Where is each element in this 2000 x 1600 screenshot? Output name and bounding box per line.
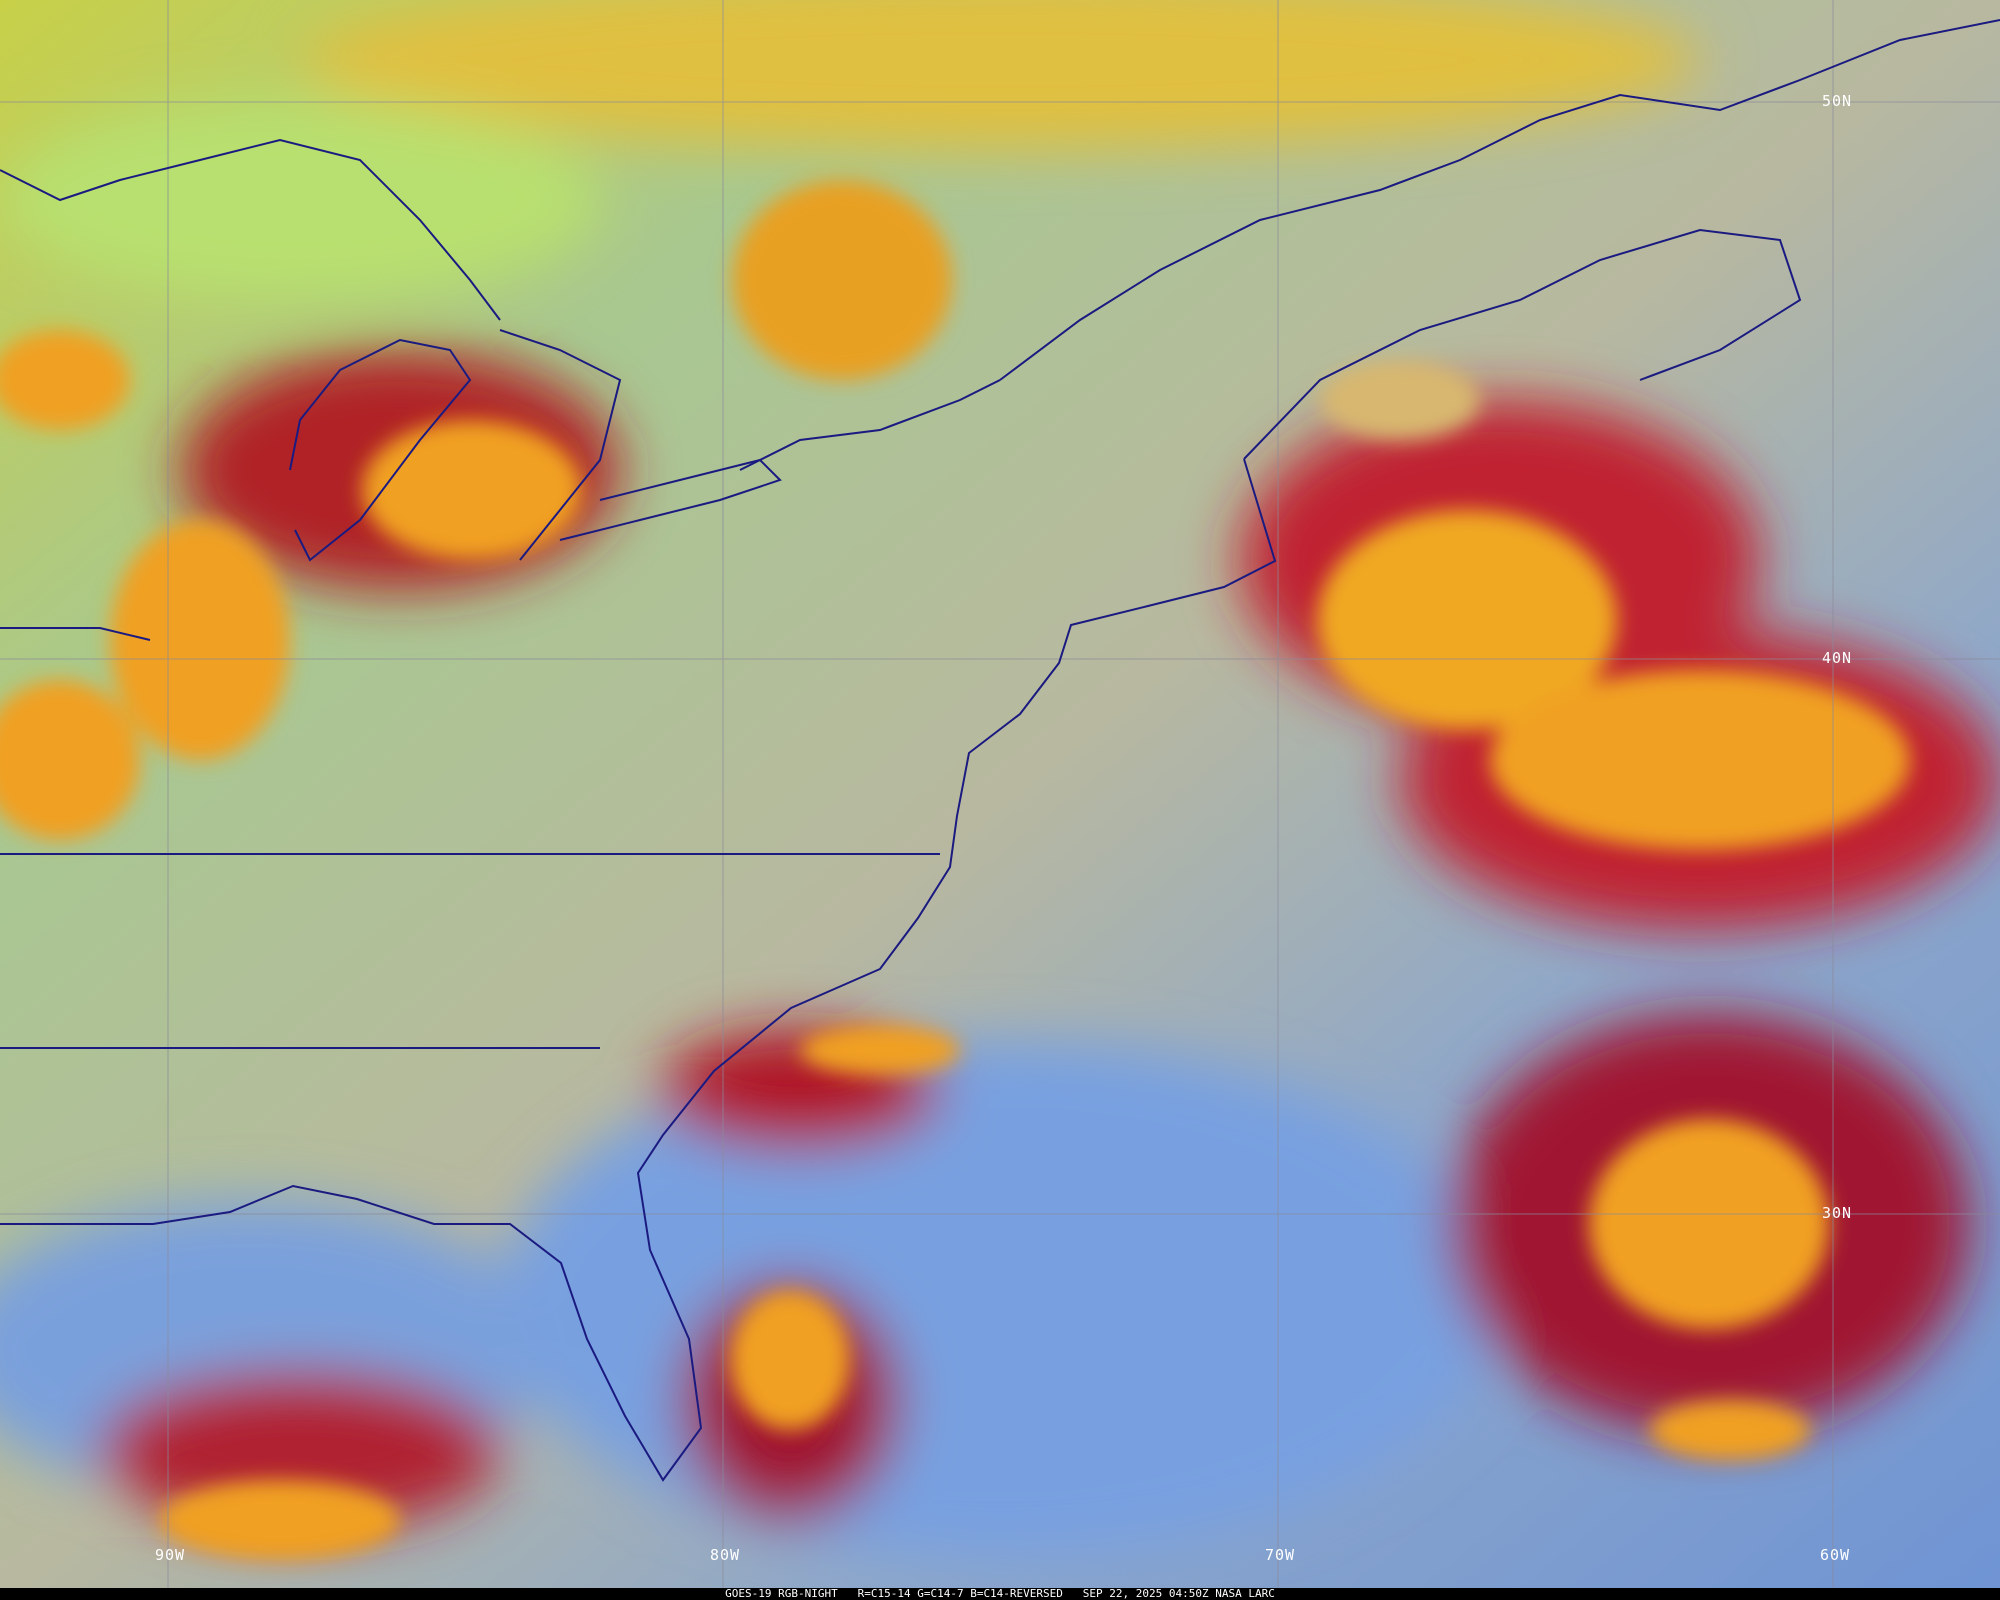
coastlines-and-borders bbox=[0, 19, 2000, 1482]
high-cloud-cores bbox=[0, 180, 1910, 1560]
lon-label-90w: 90W bbox=[155, 1546, 186, 1564]
lon-label-80w: 80W bbox=[710, 1546, 741, 1564]
lon-label-70w: 70W bbox=[1265, 1546, 1296, 1564]
caption-channels: R=C15-14 G=C14-7 B=C14-REVERSED bbox=[857, 1587, 1063, 1600]
lat-label-30n: 30N bbox=[1822, 1204, 1853, 1222]
lat-label-40n: 40N bbox=[1822, 649, 1853, 667]
lat-label-50n: 50N bbox=[1822, 92, 1853, 110]
cloud-layer bbox=[0, 0, 2000, 1560]
caption-satellite: GOES-19 RGB-NIGHT bbox=[725, 1587, 838, 1600]
caption-timestamp: SEP 22, 2025 04:50Z NASA LARC bbox=[1082, 1587, 1275, 1600]
lon-label-60w: 60W bbox=[1820, 1546, 1851, 1564]
image-caption: GOES-19 RGB-NIGHT R=C15-14 G=C14-7 B=C14… bbox=[0, 1588, 2000, 1600]
